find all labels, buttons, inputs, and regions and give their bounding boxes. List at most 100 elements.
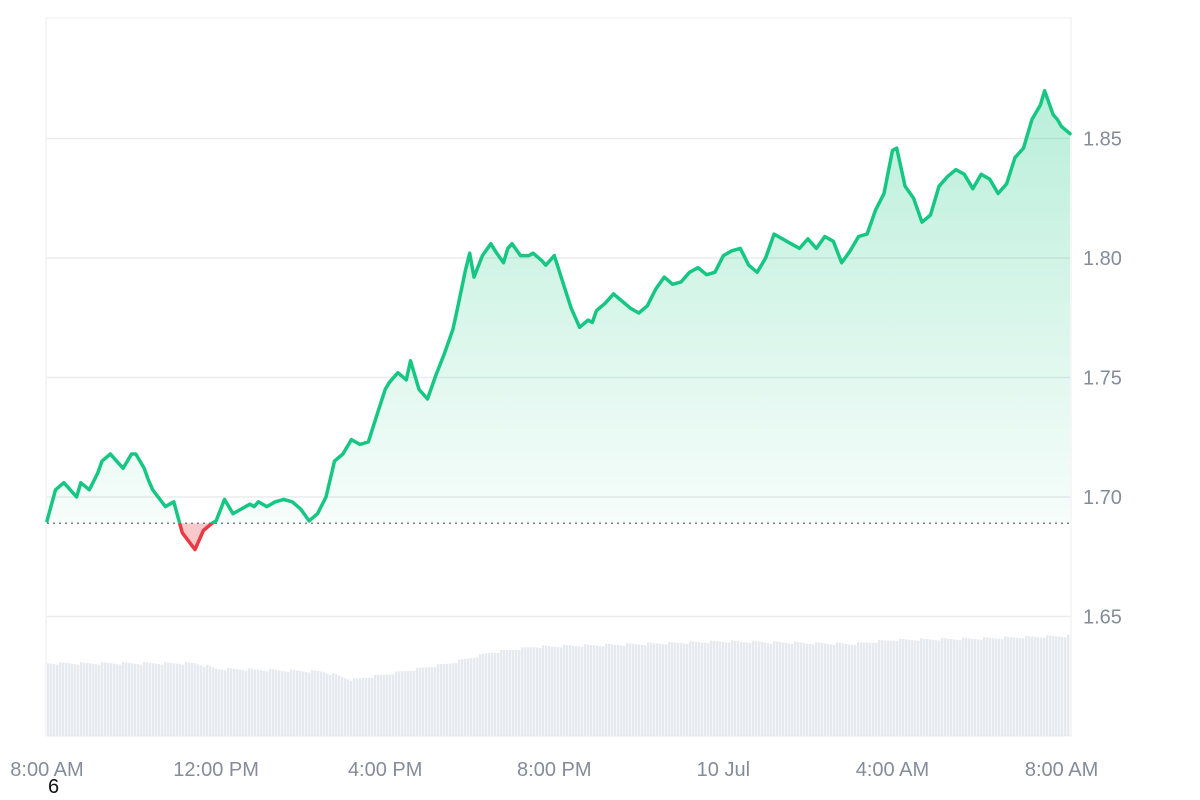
volume-bar <box>701 642 704 736</box>
volume-bar <box>314 670 317 736</box>
volume-bar <box>677 642 680 736</box>
volume-bar <box>59 662 62 736</box>
volume-bar <box>83 662 86 736</box>
volume-bar <box>185 662 188 736</box>
volume-bar <box>131 663 134 736</box>
volume-bar <box>734 640 737 736</box>
volume-bar <box>779 642 782 736</box>
volume-bar <box>491 652 494 736</box>
volume-bar <box>194 663 197 736</box>
volume-bar <box>116 664 119 736</box>
volume-bar <box>545 645 548 736</box>
volume-bar <box>587 644 590 736</box>
volume-bar <box>713 640 716 736</box>
volume-bar <box>524 647 527 736</box>
volume-bar <box>248 668 251 736</box>
volume-bar <box>815 642 818 736</box>
volume-bar <box>50 663 53 736</box>
volume-bar <box>227 667 230 736</box>
volume-bar <box>623 645 626 736</box>
volume-bar <box>299 670 302 736</box>
volume-bar <box>716 641 719 736</box>
volume-bar <box>239 669 242 736</box>
volume-bar <box>134 663 137 736</box>
volume-bar <box>731 640 734 736</box>
volume-bar <box>551 646 554 736</box>
volume-bar <box>242 670 245 736</box>
volume-bar <box>746 642 749 736</box>
volume-bar <box>512 650 515 736</box>
volume-bar <box>77 664 80 736</box>
volume-bar <box>932 639 935 736</box>
volume-bar <box>92 663 95 736</box>
volume-bar <box>584 644 587 736</box>
volume-bar <box>1043 637 1046 736</box>
price-area <box>47 90 1070 550</box>
volume-bar <box>89 663 92 736</box>
volume-bar <box>233 668 236 736</box>
volume-bar <box>449 663 452 736</box>
volume-bar <box>161 664 164 736</box>
volume-bar <box>638 644 641 736</box>
volume-bar <box>755 641 758 736</box>
volume-bar <box>140 664 143 736</box>
area-above-baseline <box>47 90 1070 524</box>
volume-bar <box>347 679 350 736</box>
volume-bar <box>917 640 920 736</box>
volume-bar <box>389 674 392 736</box>
volume-bar <box>206 664 209 736</box>
volume-bar <box>560 647 563 736</box>
volume-bar <box>383 674 386 736</box>
volume-bar <box>392 674 395 736</box>
volume-bar <box>842 643 845 736</box>
volume-bar <box>1067 634 1070 736</box>
volume-bar <box>806 643 809 736</box>
volume-bar <box>887 640 890 736</box>
volume-bar <box>356 678 359 736</box>
volume-bar <box>911 640 914 736</box>
volume-bar <box>470 658 473 736</box>
volume-bar <box>509 649 512 736</box>
volume-bar <box>167 662 170 736</box>
volume-bar <box>404 671 407 736</box>
volume-bar <box>98 664 101 736</box>
volume-bar <box>719 641 722 736</box>
volume-bar <box>455 662 458 736</box>
volume-bar <box>641 644 644 736</box>
volume-bar <box>908 639 911 736</box>
volume-bar <box>773 641 776 736</box>
y-tick-label: 1.75 <box>1083 368 1122 390</box>
volume-bar <box>332 673 335 736</box>
volume-bar <box>737 641 740 736</box>
volume-bar <box>662 644 665 736</box>
volume-bar <box>971 638 974 736</box>
volume-bar <box>311 670 314 736</box>
volume-bar <box>263 670 266 736</box>
volume-bar <box>353 678 356 736</box>
volume-bar <box>443 663 446 736</box>
volume-bar <box>851 644 854 736</box>
volume-bar <box>704 642 707 736</box>
volume-bar <box>146 662 149 736</box>
volume-bar <box>461 659 464 736</box>
volume-bar <box>1046 635 1049 736</box>
volume-bar <box>1007 636 1010 736</box>
volume-bar <box>290 669 293 736</box>
volume-bar <box>527 647 530 736</box>
volume-bar <box>317 671 320 736</box>
volume-bar <box>596 645 599 736</box>
volume-bar <box>350 680 353 736</box>
volume-bar <box>1061 636 1064 736</box>
volume-bar <box>170 662 173 736</box>
volume-bars <box>47 634 1070 736</box>
volume-bar <box>809 644 812 736</box>
volume-bar <box>107 662 110 736</box>
volume-bar <box>188 662 191 736</box>
volume-bar <box>575 646 578 736</box>
volume-bar <box>653 643 656 736</box>
volume-bar <box>839 643 842 736</box>
volume-bar <box>95 664 98 736</box>
y-tick-label: 1.70 <box>1083 487 1122 509</box>
volume-bar <box>281 670 284 736</box>
